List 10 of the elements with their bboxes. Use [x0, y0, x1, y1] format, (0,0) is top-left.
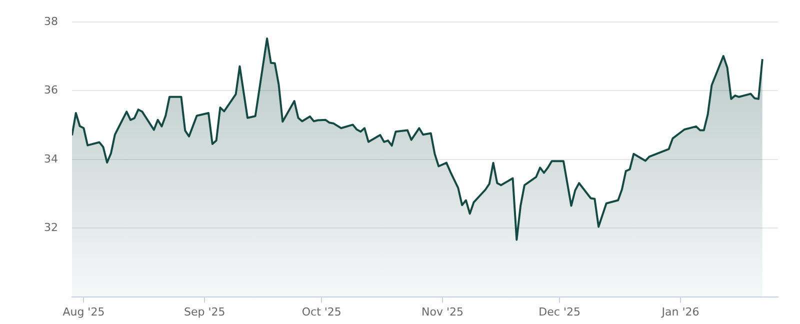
y-tick-label: 36 — [44, 84, 58, 97]
y-tick-label: 34 — [44, 152, 58, 166]
y-tick-label: 32 — [44, 220, 58, 234]
x-tick-label: Jan '26 — [660, 305, 700, 318]
x-tick-label: Aug '25 — [62, 305, 105, 318]
x-tick-label: Sep '25 — [184, 305, 226, 318]
x-tick-label: Dec '25 — [538, 305, 580, 318]
x-tick-label: Nov '25 — [422, 305, 464, 318]
y-tick-label: 38 — [44, 14, 58, 28]
x-tick-label: Oct '25 — [302, 305, 342, 318]
